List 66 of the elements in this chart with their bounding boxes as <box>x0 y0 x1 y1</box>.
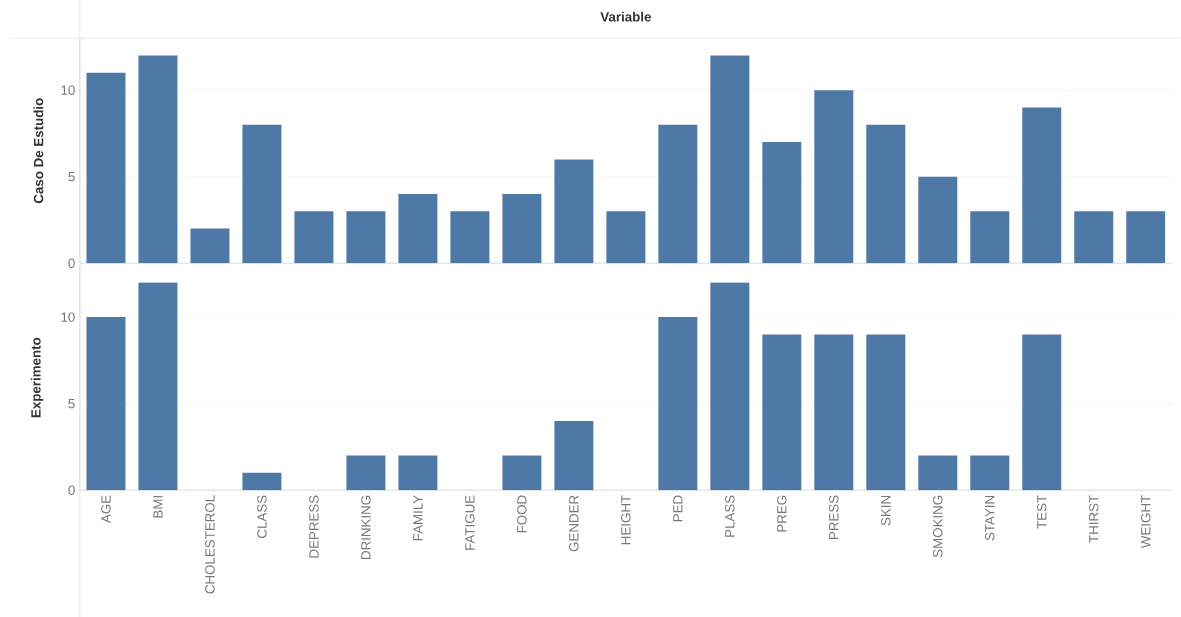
y-axis-title: Caso De Estudio <box>33 98 44 203</box>
x-tick-label: PLASS <box>725 495 735 537</box>
y-tick-label: 5 <box>68 171 75 182</box>
y-tick-label: 0 <box>68 258 75 268</box>
x-tick-label: HEIGHT <box>621 494 631 544</box>
bar <box>762 334 802 490</box>
bar <box>1022 107 1062 264</box>
x-tick-label: TEST <box>1037 494 1047 529</box>
bar <box>346 455 386 490</box>
y-tick-label: 10 <box>61 85 75 95</box>
bar <box>346 211 386 264</box>
bar <box>658 124 698 264</box>
x-tick-label: FATIGUE <box>465 495 475 550</box>
x-tick-label: SKIN <box>881 495 891 526</box>
x-tick-label: BMI <box>153 495 163 518</box>
bar <box>398 455 438 490</box>
bar <box>918 455 958 490</box>
bar <box>658 316 698 490</box>
y-tick-label: 10 <box>61 312 75 322</box>
x-tick-label: STAYIN <box>985 495 995 541</box>
bar <box>762 141 802 264</box>
bar <box>398 193 438 264</box>
bar <box>242 124 282 264</box>
chart-title: Variable <box>600 11 651 22</box>
bar <box>1126 211 1166 264</box>
bar <box>814 334 854 490</box>
x-tick-label: AGE <box>101 495 111 523</box>
bar <box>918 176 958 264</box>
x-tick-label: CLASS <box>257 495 267 538</box>
bar <box>1022 334 1062 490</box>
x-tick-label: FOOD <box>517 495 527 533</box>
y-tick-label: 5 <box>68 398 75 409</box>
x-tick-label: DEPRESS <box>309 495 319 558</box>
x-tick-label: GENDER <box>569 495 579 552</box>
bar <box>138 55 178 264</box>
x-tick-label: SMOKING <box>933 495 943 558</box>
bar <box>606 211 646 264</box>
bar <box>866 124 906 264</box>
bar <box>242 472 282 490</box>
bar <box>86 316 126 490</box>
x-tick-label: PED <box>673 495 683 522</box>
x-tick-label: CHOLESTEROL <box>205 495 215 594</box>
bar <box>450 211 490 264</box>
bar <box>970 211 1010 264</box>
bar <box>970 455 1010 490</box>
y-axis-title: Experimento <box>30 337 44 417</box>
bar <box>554 159 594 264</box>
x-tick-label: PREG <box>777 495 787 532</box>
bar <box>1074 211 1114 264</box>
bar <box>294 211 334 264</box>
bar <box>710 55 750 264</box>
bar <box>86 72 126 264</box>
bar <box>866 334 906 490</box>
y-tick-label: 0 <box>68 485 75 495</box>
bar <box>502 193 542 264</box>
bar <box>814 89 854 264</box>
bar <box>710 282 750 490</box>
x-tick-label: PRESS <box>829 495 839 539</box>
bar <box>502 455 542 490</box>
x-tick-label: WEIGHT <box>1141 494 1151 548</box>
x-tick-label: THIRST <box>1089 494 1099 543</box>
bar <box>554 420 594 490</box>
bar <box>138 282 178 490</box>
bar <box>190 228 230 264</box>
x-tick-label: DRINKING <box>361 495 371 559</box>
x-tick-label: FAMILY <box>413 494 423 541</box>
